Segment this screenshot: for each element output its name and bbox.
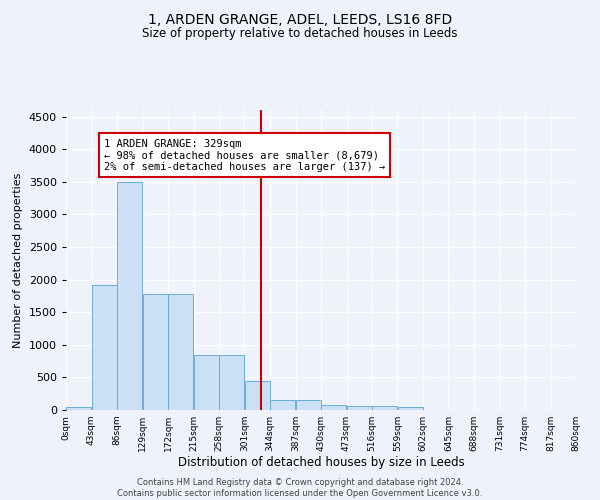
Bar <box>296 400 321 410</box>
Bar <box>270 400 295 410</box>
Bar <box>219 354 244 410</box>
Text: 1, ARDEN GRANGE, ADEL, LEEDS, LS16 8FD: 1, ARDEN GRANGE, ADEL, LEEDS, LS16 8FD <box>148 12 452 26</box>
Bar <box>143 294 168 410</box>
Bar <box>194 354 219 410</box>
Text: Size of property relative to detached houses in Leeds: Size of property relative to detached ho… <box>142 28 458 40</box>
Y-axis label: Number of detached properties: Number of detached properties <box>13 172 23 348</box>
Text: 1 ARDEN GRANGE: 329sqm
← 98% of detached houses are smaller (8,679)
2% of semi-d: 1 ARDEN GRANGE: 329sqm ← 98% of detached… <box>104 138 385 172</box>
Text: Distribution of detached houses by size in Leeds: Distribution of detached houses by size … <box>178 456 464 469</box>
Bar <box>321 405 346 410</box>
Bar <box>347 406 372 410</box>
Text: Contains HM Land Registry data © Crown copyright and database right 2024.
Contai: Contains HM Land Registry data © Crown c… <box>118 478 482 498</box>
Bar <box>66 408 91 410</box>
Bar <box>245 380 270 410</box>
Bar <box>372 406 397 410</box>
Bar <box>117 182 142 410</box>
Bar <box>398 407 423 410</box>
Bar <box>168 294 193 410</box>
Bar <box>92 285 117 410</box>
